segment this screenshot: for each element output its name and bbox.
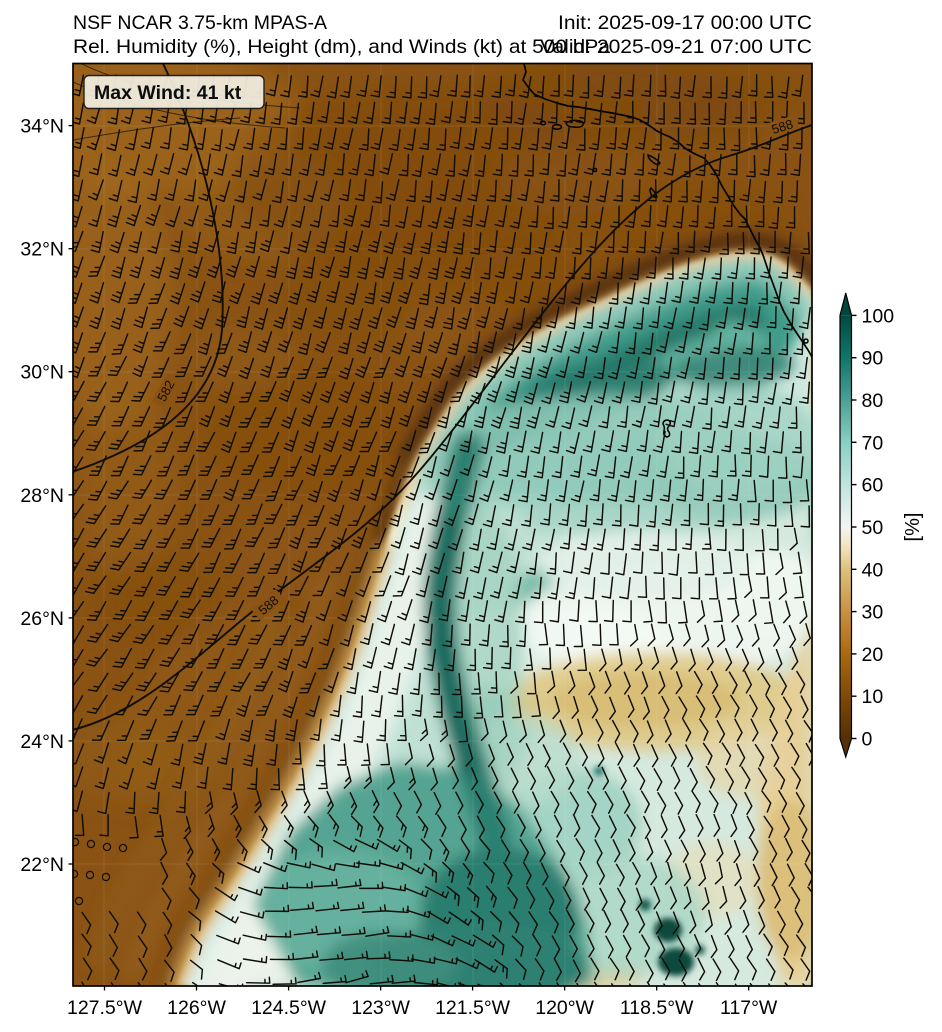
svg-text:Rel. Humidity (%), Height (dm): Rel. Humidity (%), Height (dm), and Wind… <box>73 36 610 58</box>
svg-text:26°N: 26°N <box>20 608 64 630</box>
svg-text:Init: 2025-09-17 00:00 UTC: Init: 2025-09-17 00:00 UTC <box>558 12 812 34</box>
svg-text:40: 40 <box>862 559 884 581</box>
svg-text:80: 80 <box>862 390 884 412</box>
svg-text:123°W: 123°W <box>351 997 410 1019</box>
svg-text:50: 50 <box>862 517 884 539</box>
svg-text:Max Wind: 41 kt: Max Wind: 41 kt <box>94 82 242 104</box>
svg-text:588: 588 <box>770 116 795 137</box>
svg-text:10: 10 <box>862 686 884 708</box>
svg-text:124.5°W: 124.5°W <box>251 997 327 1019</box>
svg-text:Valid: 2025-09-21 07:00 UTC: Valid: 2025-09-21 07:00 UTC <box>540 36 812 58</box>
svg-text:32°N: 32°N <box>20 239 64 261</box>
svg-text:22°N: 22°N <box>20 854 64 876</box>
svg-text:120°W: 120°W <box>535 997 594 1019</box>
svg-text:28°N: 28°N <box>20 485 64 507</box>
svg-text:126°W: 126°W <box>167 997 226 1019</box>
svg-text:127.5°W: 127.5°W <box>67 997 143 1019</box>
svg-text:117°W: 117°W <box>720 997 778 1019</box>
svg-text:30: 30 <box>862 602 884 624</box>
svg-text:60: 60 <box>862 475 884 497</box>
svg-text:20: 20 <box>862 644 884 666</box>
svg-text:34°N: 34°N <box>20 116 64 138</box>
svg-text:24°N: 24°N <box>20 731 64 753</box>
svg-text:100: 100 <box>862 305 895 327</box>
svg-text:121.5°W: 121.5°W <box>435 997 511 1019</box>
svg-text:30°N: 30°N <box>20 362 64 384</box>
svg-text:NSF NCAR 3.75-km MPAS-A: NSF NCAR 3.75-km MPAS-A <box>73 12 327 34</box>
svg-text:0: 0 <box>862 729 873 751</box>
svg-text:70: 70 <box>862 432 884 454</box>
svg-text:[%]: [%] <box>902 513 924 542</box>
svg-text:90: 90 <box>862 348 884 370</box>
svg-text:118.5°W: 118.5°W <box>620 997 694 1019</box>
